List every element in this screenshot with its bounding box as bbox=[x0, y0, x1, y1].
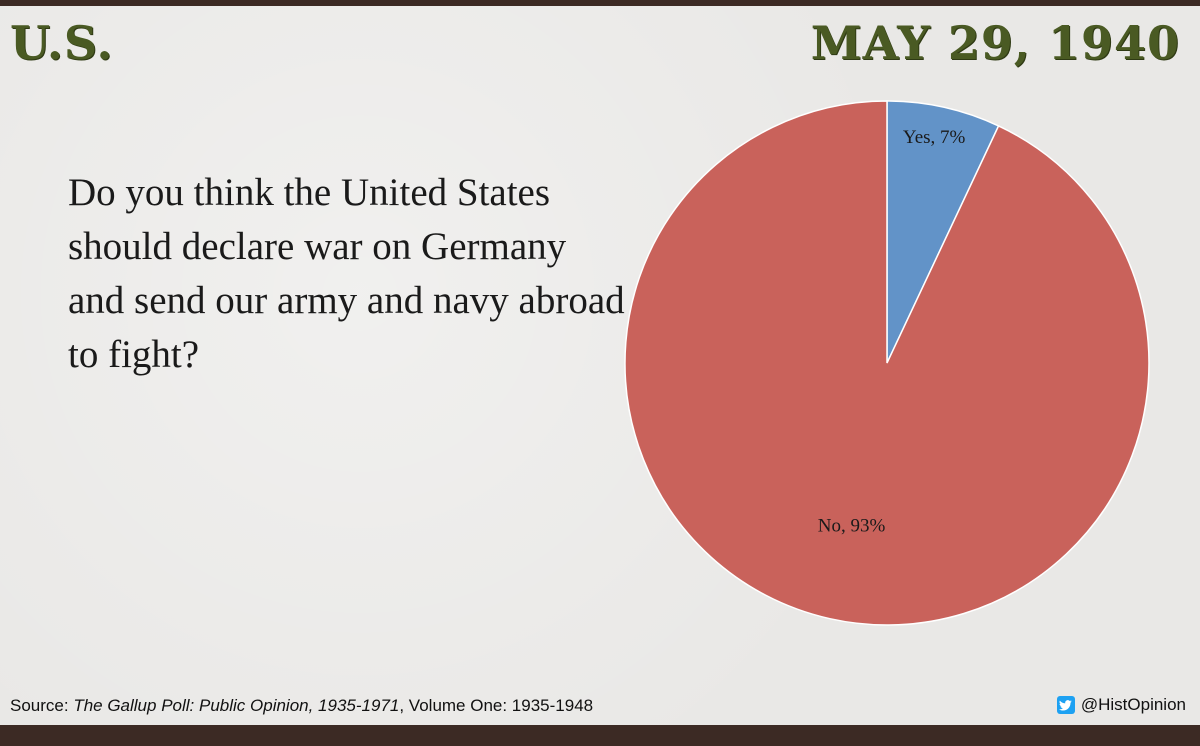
source-title: The Gallup Poll: Public Opinion, 1935-19… bbox=[73, 696, 400, 715]
handle-text: @HistOpinion bbox=[1080, 695, 1186, 714]
source-suffix: , Volume One: 1935-1948 bbox=[399, 696, 594, 715]
bottom-border bbox=[0, 725, 1200, 746]
twitter-icon bbox=[1056, 696, 1075, 714]
slide: U.S. MAY 29, 1940 Do you think the Unite… bbox=[0, 6, 1200, 725]
pie-label-yes: Yes, 7% bbox=[903, 127, 966, 148]
source-citation: Source: The Gallup Poll: Public Opinion,… bbox=[10, 696, 593, 716]
twitter-handle[interactable]: @HistOpinion bbox=[1056, 695, 1186, 715]
pie-slice-no bbox=[624, 100, 1150, 626]
top-border bbox=[0, 0, 1200, 6]
pie-slice-yes bbox=[886, 100, 1000, 364]
pie-label-no: No, 93% bbox=[818, 516, 886, 537]
poll-question: Do you think the United States should de… bbox=[68, 171, 625, 376]
date-title: MAY 29, 1940 bbox=[810, 16, 1180, 70]
source-prefix: Source: bbox=[10, 696, 74, 715]
country-title: U.S. bbox=[10, 16, 114, 70]
pie-chart: Yes, 7% No, 93% bbox=[624, 100, 1150, 626]
